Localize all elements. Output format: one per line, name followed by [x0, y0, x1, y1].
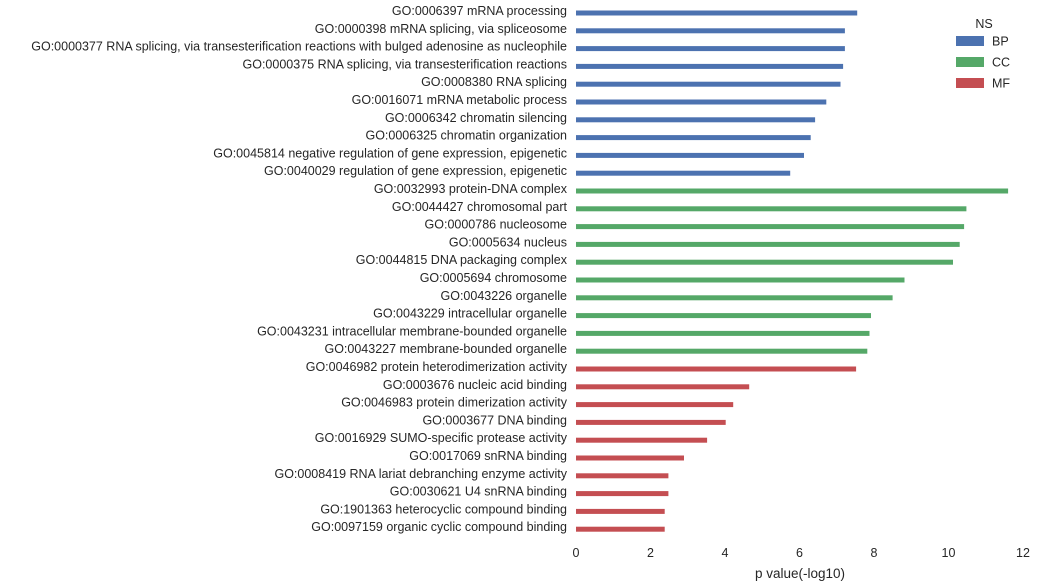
- x-tick-label: 10: [942, 546, 956, 560]
- category-label: GO:0043227 membrane-bounded organelle: [324, 342, 567, 356]
- legend-swatch-bp: [956, 36, 984, 46]
- bar-mf: [576, 419, 726, 425]
- category-label: GO:0005694 chromosome: [420, 271, 567, 285]
- legend-swatch-cc: [956, 57, 984, 67]
- legend-label-mf: MF: [992, 77, 1010, 91]
- category-labels: GO:0006397 mRNA processing GO:0000398 mRN…: [31, 4, 567, 534]
- category-label: GO:0097159 organic cyclic compound bindi…: [311, 520, 567, 534]
- x-tick-label: 4: [722, 546, 729, 560]
- bar-mf: [576, 473, 669, 479]
- x-axis-ticks: 0 2 4 6 8 10 12: [573, 546, 1030, 560]
- x-tick-label: 2: [647, 546, 654, 560]
- bar-mf: [576, 455, 684, 461]
- bar-mf: [576, 384, 750, 390]
- category-label: GO:0032993 protein-DNA complex: [374, 182, 568, 196]
- bar-mf: [576, 508, 665, 514]
- category-label: GO:0000786 nucleosome: [425, 218, 568, 232]
- category-label: GO:0000398 mRNA splicing, via spliceosom…: [315, 22, 567, 36]
- bar-bp: [576, 81, 841, 87]
- bars-layer: [576, 10, 1009, 532]
- bar-bp: [576, 28, 845, 34]
- category-label: GO:0043231 intracellular membrane-bounde…: [257, 324, 567, 338]
- bar-cc: [576, 348, 868, 354]
- bar-bp: [576, 117, 816, 123]
- bar-bp: [576, 10, 858, 16]
- category-label: GO:0006397 mRNA processing: [392, 4, 567, 18]
- x-tick-label: 8: [871, 546, 878, 560]
- category-label: GO:0008380 RNA splicing: [421, 75, 567, 89]
- bar-bp: [576, 99, 827, 105]
- bar-bp: [576, 135, 811, 141]
- bar-cc: [576, 330, 870, 336]
- category-label: GO:0046982 protein heterodimerization ac…: [306, 360, 568, 374]
- bar-mf: [576, 402, 734, 408]
- category-label: GO:0030621 U4 snRNA binding: [390, 485, 567, 499]
- category-label: GO:0000377 RNA splicing, via transesteri…: [31, 40, 567, 54]
- x-tick-label: 6: [796, 546, 803, 560]
- bar-mf: [576, 366, 857, 372]
- bar-cc: [576, 188, 1009, 194]
- bar-bp: [576, 170, 791, 176]
- category-label: GO:0016929 SUMO-specific protease activi…: [315, 431, 568, 445]
- category-label: GO:0017069 snRNA binding: [409, 449, 567, 463]
- bar-bp: [576, 152, 804, 158]
- x-tick-label: 0: [573, 546, 580, 560]
- x-tick-label: 12: [1016, 546, 1030, 560]
- category-label: GO:0003676 nucleic acid binding: [383, 378, 567, 392]
- category-label: GO:0043229 intracellular organelle: [373, 307, 567, 321]
- bar-mf: [576, 437, 708, 443]
- bar-mf: [576, 491, 669, 497]
- bar-cc: [576, 277, 905, 283]
- bar-cc: [576, 259, 953, 265]
- bar-cc: [576, 206, 967, 212]
- bar-cc: [576, 241, 960, 247]
- legend: NS BP CC MF: [956, 17, 1010, 91]
- category-label: GO:0044427 chromosomal part: [392, 200, 568, 214]
- bar-cc: [576, 224, 965, 230]
- legend-items: BP CC MF: [956, 35, 1010, 91]
- category-label: GO:0043226 organelle: [441, 289, 568, 303]
- category-label: GO:0046983 protein dimerization activity: [341, 396, 568, 410]
- category-label: GO:0016071 mRNA metabolic process: [352, 93, 567, 107]
- category-label: GO:0006325 chromatin organization: [365, 129, 567, 143]
- bar-cc: [576, 313, 871, 319]
- category-label: GO:0045814 negative regulation of gene e…: [213, 146, 567, 160]
- legend-label-cc: CC: [992, 56, 1010, 70]
- bar-bp: [576, 46, 845, 52]
- category-label: GO:0044815 DNA packaging complex: [356, 253, 568, 267]
- legend-title: NS: [975, 17, 992, 31]
- category-label: GO:0003677 DNA binding: [422, 413, 567, 427]
- x-axis-title: p value(-log10): [755, 566, 845, 581]
- bar-mf: [576, 526, 665, 532]
- category-label: GO:0005634 nucleus: [449, 235, 567, 249]
- category-label: GO:1901363 heterocyclic compound binding: [320, 502, 567, 516]
- category-label: GO:0040029 regulation of gene expression…: [264, 164, 567, 178]
- category-label: GO:0008419 RNA lariat debranching enzyme…: [274, 467, 567, 481]
- bar-bp: [576, 63, 844, 69]
- legend-label-bp: BP: [992, 35, 1009, 49]
- legend-swatch-mf: [956, 78, 984, 88]
- bar-cc: [576, 295, 893, 301]
- category-label: GO:0000375 RNA splicing, via transesteri…: [243, 57, 567, 71]
- category-label: GO:0006342 chromatin silencing: [385, 111, 567, 125]
